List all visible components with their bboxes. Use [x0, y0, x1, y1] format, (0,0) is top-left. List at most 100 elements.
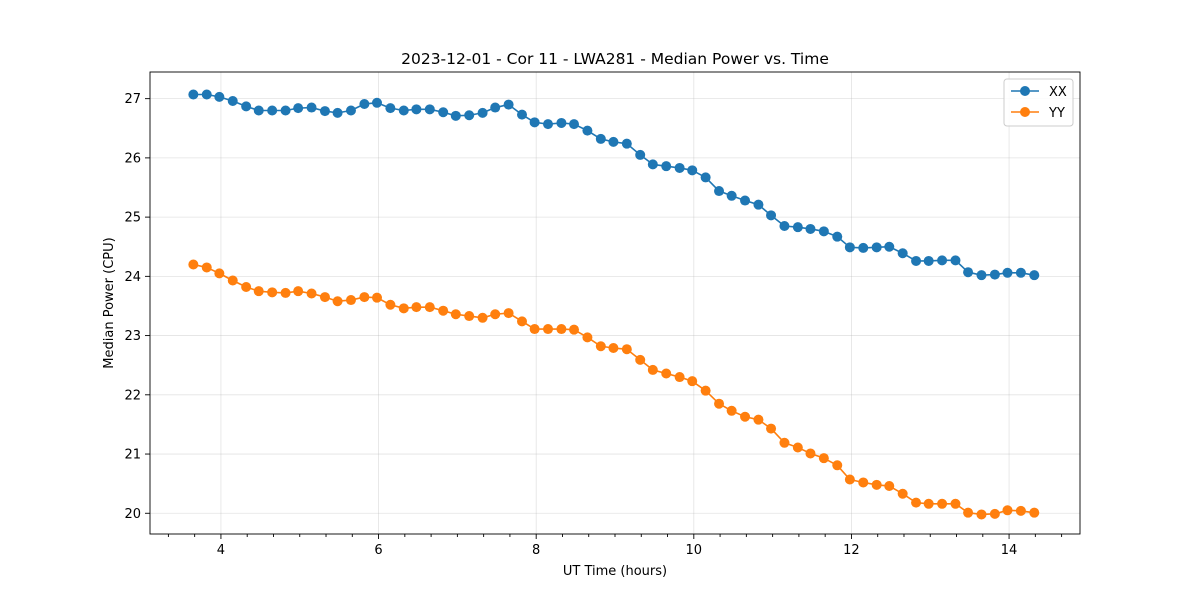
legend: XX YY — [1003, 78, 1074, 127]
data-point-xx — [345, 105, 356, 116]
data-point-yy — [306, 288, 317, 299]
data-point-yy — [792, 442, 803, 453]
axis-ticks: 4 6 8 10 12 14 20 21 22 23 24 25 26 27 — [124, 92, 1063, 558]
data-point-yy — [359, 292, 370, 303]
data-point-xx — [779, 221, 790, 231]
data-point-xx — [884, 241, 895, 252]
data-point-yy — [714, 398, 725, 409]
data-point-yy — [332, 296, 343, 307]
data-point-yy — [582, 332, 593, 343]
data-point-xx — [595, 133, 606, 144]
data-point-xx — [911, 255, 922, 266]
data-point-yy — [1015, 505, 1026, 516]
data-point-yy — [989, 508, 1000, 519]
data-point-xx — [700, 172, 711, 183]
data-point-yy — [450, 309, 461, 320]
data-point-xx — [227, 96, 238, 107]
data-point-xx — [306, 102, 317, 113]
data-point-xx — [963, 267, 974, 278]
data-point-yy — [503, 308, 514, 319]
data-point-xx — [332, 107, 343, 118]
data-point-yy — [976, 509, 987, 520]
x-tick-label: 4 — [217, 543, 225, 558]
data-point-xx — [241, 101, 252, 112]
data-point-yy — [884, 481, 895, 492]
data-point-yy — [293, 286, 304, 297]
x-tick-label: 14 — [1001, 543, 1018, 558]
data-point-yy — [1029, 507, 1040, 518]
data-point-xx — [201, 89, 212, 100]
data-point-yy — [911, 497, 922, 508]
data-point-xx — [937, 255, 948, 266]
data-point-yy — [608, 343, 619, 354]
data-point-xx — [792, 222, 803, 233]
data-point-xx — [740, 195, 751, 206]
data-point-xx — [582, 125, 593, 136]
data-point-yy — [621, 344, 632, 355]
data-point-xx — [1029, 270, 1040, 281]
data-point-xx — [385, 103, 396, 114]
data-point-xx — [214, 91, 225, 102]
data-point-xx — [267, 105, 278, 116]
data-point-yy — [188, 259, 199, 270]
data-point-xx — [398, 105, 409, 116]
data-point-yy — [490, 309, 501, 320]
data-point-yy — [398, 303, 409, 314]
data-point-xx — [832, 231, 843, 242]
data-point-yy — [832, 460, 843, 471]
data-point-yy — [818, 453, 829, 464]
data-point-yy — [345, 295, 356, 306]
data-point-yy — [635, 354, 646, 365]
data-point-xx — [529, 117, 540, 128]
data-point-xx — [477, 107, 488, 118]
legend-label-yy: YY — [1048, 106, 1065, 121]
plot-area — [188, 89, 1040, 520]
y-tick-label: 21 — [124, 448, 141, 463]
y-tick-label: 24 — [124, 270, 141, 285]
data-point-xx — [556, 117, 567, 128]
y-tick-label: 26 — [124, 151, 141, 166]
data-point-xx — [897, 248, 908, 259]
data-point-xx — [714, 186, 725, 197]
data-point-xx — [438, 107, 449, 118]
data-point-yy — [844, 474, 855, 485]
y-tick-label: 22 — [124, 388, 141, 403]
data-point-xx — [543, 119, 554, 130]
data-point-xx — [608, 136, 619, 147]
data-point-yy — [687, 376, 698, 387]
data-point-xx — [371, 97, 382, 108]
data-point-yy — [726, 405, 737, 416]
legend-marker-yy — [1020, 107, 1030, 117]
data-point-xx — [359, 98, 370, 109]
data-point-xx — [503, 99, 514, 110]
y-tick-label: 25 — [124, 211, 141, 226]
data-point-yy — [661, 368, 672, 379]
data-point-yy — [674, 372, 685, 383]
data-point-yy — [937, 498, 948, 509]
data-point-yy — [464, 311, 475, 322]
data-point-xx — [253, 105, 264, 116]
data-point-yy — [371, 292, 382, 303]
data-point-xx — [858, 242, 869, 253]
chart-title: 2023-12-01 - Cor 11 - LWA281 - Median Po… — [401, 50, 829, 68]
y-tick-label: 23 — [124, 329, 141, 344]
data-point-xx — [411, 104, 422, 115]
data-point-yy — [227, 275, 238, 286]
data-point-xx — [188, 89, 199, 100]
data-point-xx — [753, 199, 764, 210]
y-tick-label: 20 — [124, 507, 141, 522]
data-point-xx — [450, 110, 461, 121]
data-point-yy — [319, 292, 330, 303]
data-point-yy — [201, 262, 212, 273]
data-point-yy — [385, 299, 396, 310]
data-point-xx — [871, 242, 882, 253]
data-point-xx — [661, 161, 672, 172]
series-line-xx — [193, 93, 1035, 276]
data-point-yy — [424, 302, 435, 313]
data-point-yy — [1002, 505, 1013, 516]
data-point-xx — [280, 105, 291, 116]
data-point-yy — [477, 312, 488, 323]
data-point-xx — [818, 226, 829, 237]
grid — [150, 72, 1080, 534]
